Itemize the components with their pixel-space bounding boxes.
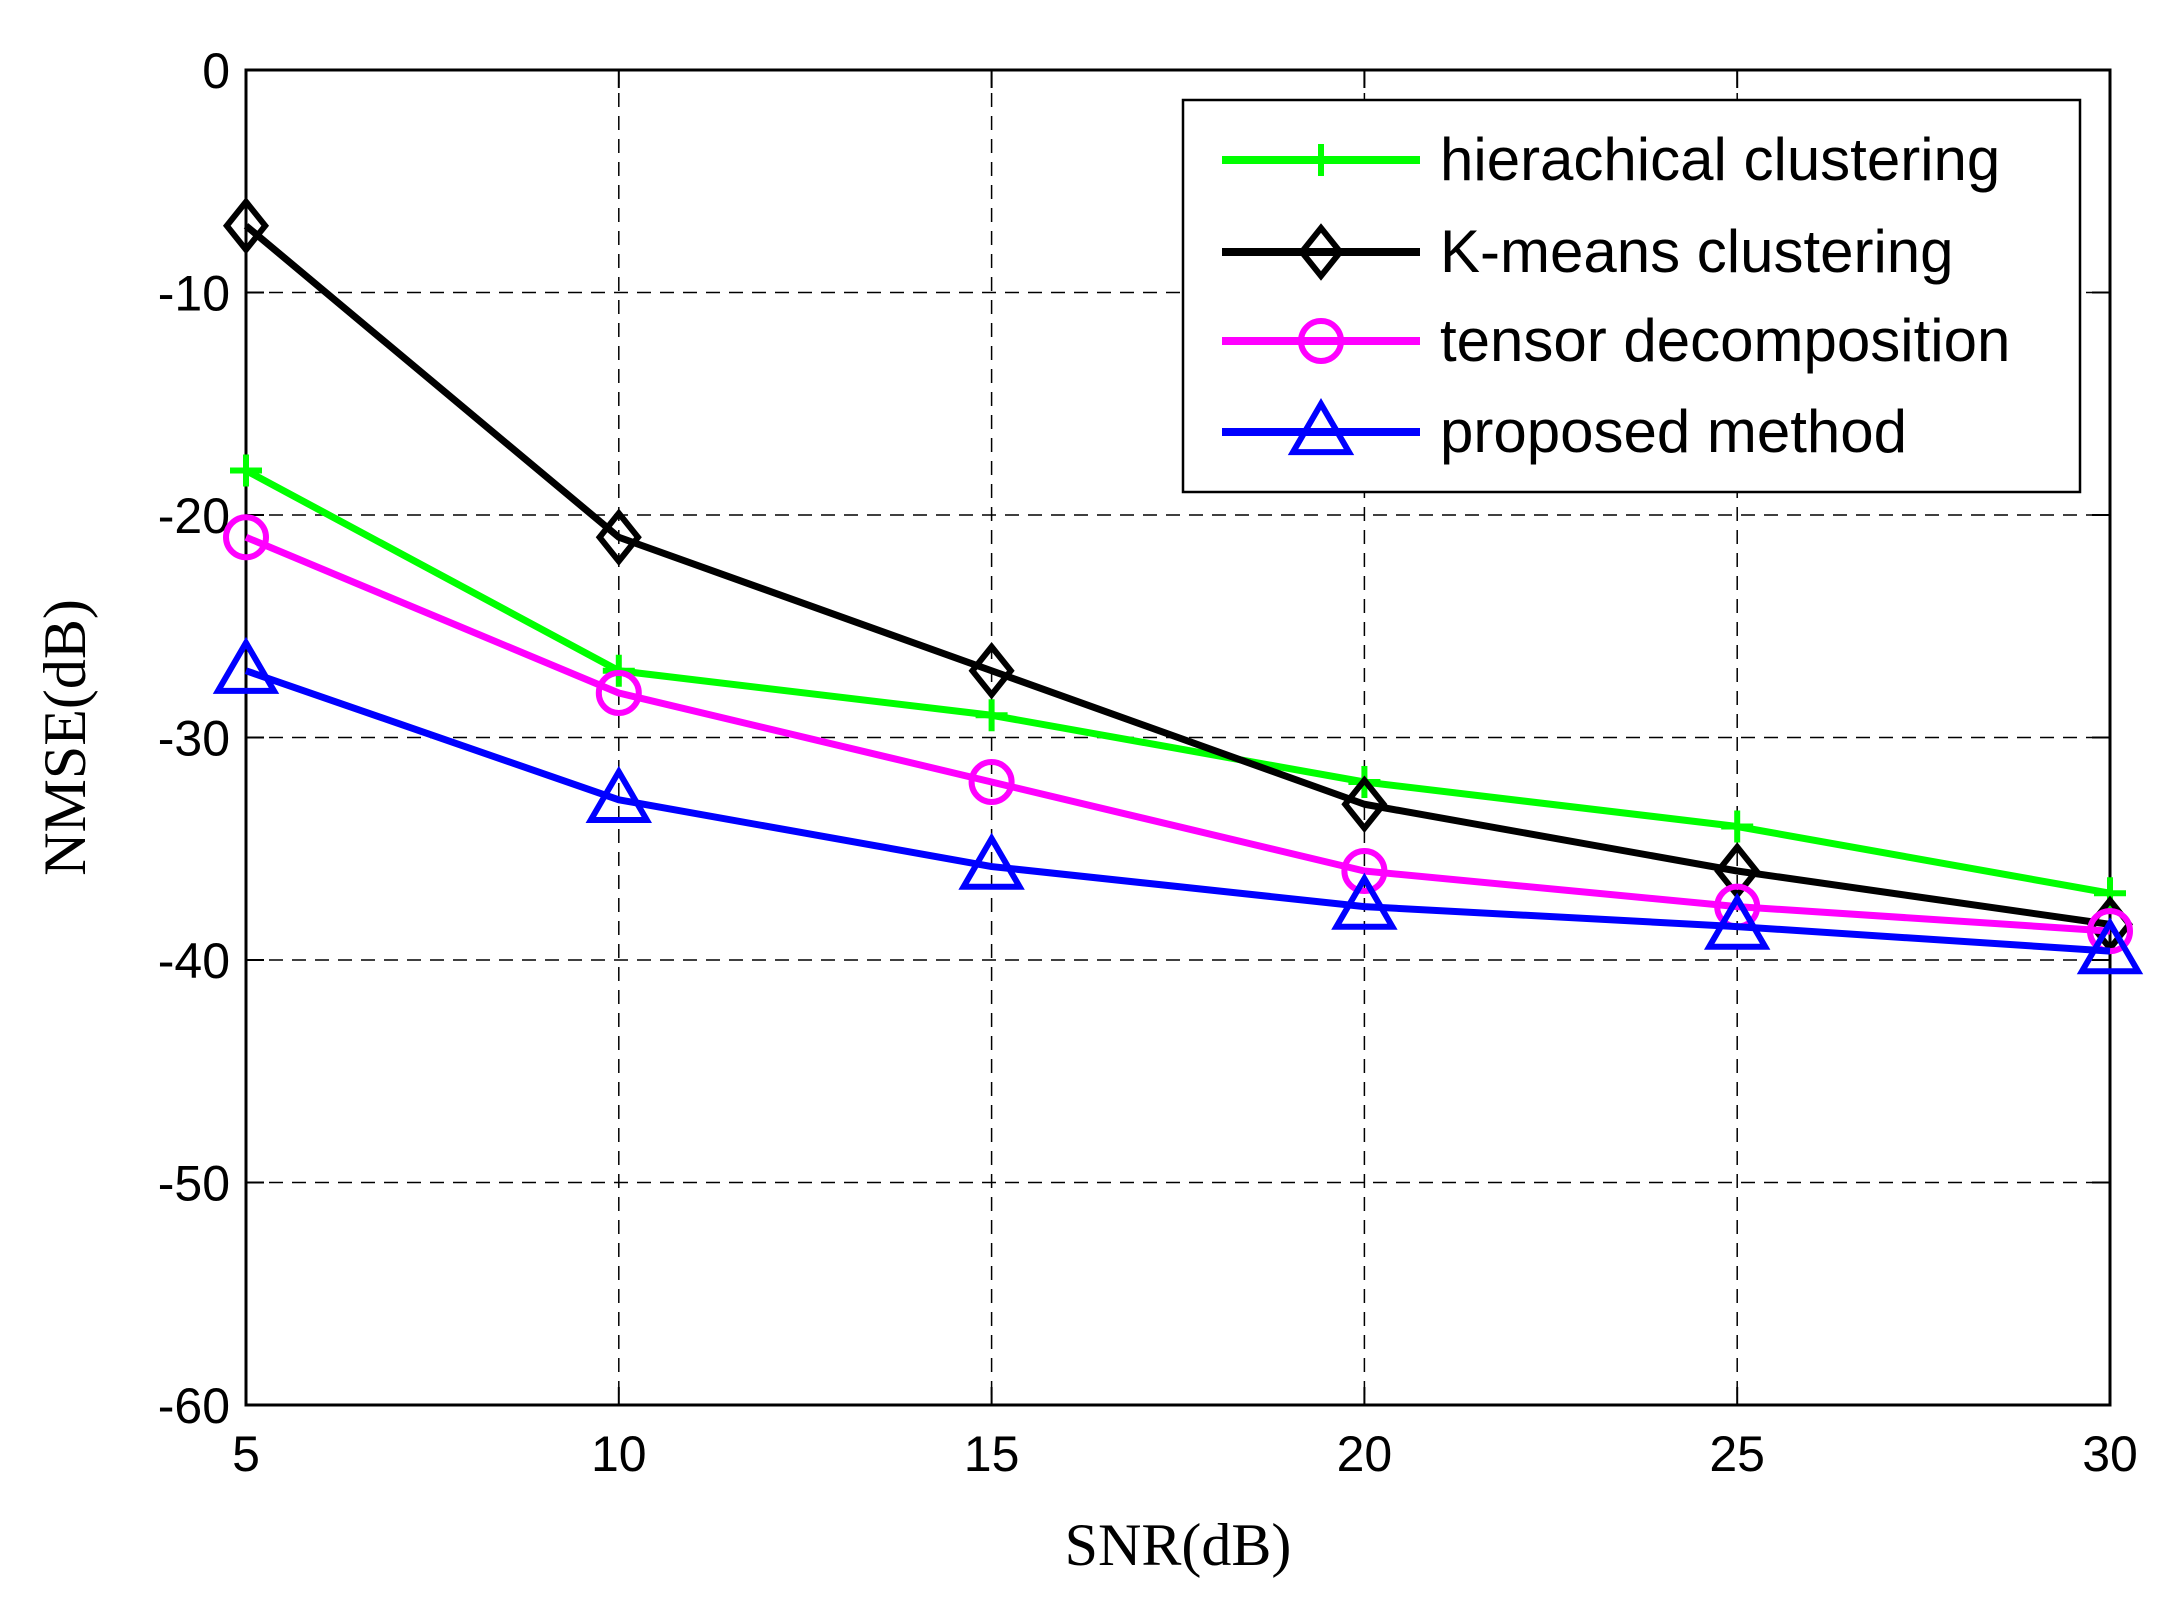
data-point-diamond <box>595 508 642 567</box>
legend-marker-diamond <box>1297 223 1345 281</box>
data-point-triangle <box>958 832 1025 890</box>
y-tick-label: -10 <box>158 266 230 322</box>
data-point-circle <box>1341 848 1388 894</box>
legend-entry: proposed method <box>1222 398 1907 465</box>
legend-label: K-means clustering <box>1440 218 1954 285</box>
y-tick-label: -30 <box>158 711 230 767</box>
x-tick-label: 25 <box>1709 1426 1765 1482</box>
data-point-diamond <box>968 641 1015 700</box>
data-point-circle <box>595 670 642 716</box>
data-point-plus <box>230 454 262 487</box>
legend: hierachical clustering K-means clustering… <box>1181 98 2082 494</box>
x-tick-label: 20 <box>1337 1426 1393 1482</box>
data-point-triangle <box>1703 892 1771 950</box>
data-point-triangle <box>212 636 280 694</box>
x-tick-label: 10 <box>591 1426 647 1482</box>
series-line <box>243 223 2111 928</box>
grid <box>246 70 2110 1405</box>
y-tick-label: -50 <box>158 1156 230 1212</box>
y-tick-label: 0 <box>202 43 230 99</box>
data-point-diamond <box>222 196 270 255</box>
legend-entry: hierachical clustering <box>1222 126 2000 193</box>
x-tick-label: 30 <box>2082 1426 2138 1482</box>
legend-label: hierachical clustering <box>1440 126 2000 193</box>
data-point-circle <box>968 759 1015 805</box>
series-line <box>244 667 2111 955</box>
legend-entry: tensor decomposition <box>1222 307 2010 374</box>
legend-marker-triangle <box>1287 398 1355 456</box>
y-tick-label: -60 <box>158 1378 230 1434</box>
y-tick-label: -40 <box>158 933 230 989</box>
y-axis-title: NMSE(dB) <box>32 599 98 876</box>
x-tick-label: 5 <box>232 1426 260 1482</box>
legend-label: proposed method <box>1440 398 1907 465</box>
legend-marker-circle <box>1298 318 1344 364</box>
series-line <box>244 467 2111 897</box>
data-point-triangle <box>585 765 653 823</box>
x-axis-title: SNR(dB) <box>1065 1512 1292 1578</box>
legend-entry: K-means clustering <box>1222 218 1954 285</box>
series-3 <box>212 636 2144 975</box>
series-line <box>244 534 2111 935</box>
data-point-plus <box>975 699 1008 732</box>
data-point-plus <box>1721 810 1754 843</box>
data-point-circle <box>223 514 269 561</box>
axis-ticks: 5 10 15 20 25 30 0 -10 -20 -30 -40 -50 -60 <box>158 43 2138 1482</box>
x-tick-label: 15 <box>964 1426 1020 1482</box>
data-series <box>212 196 2144 975</box>
series-0 <box>230 454 2126 910</box>
legend-label: tensor decomposition <box>1440 307 2010 374</box>
data-point-triangle <box>1331 872 1398 930</box>
y-tick-label: -20 <box>158 488 230 544</box>
data-point-diamond <box>1341 775 1388 834</box>
legend-marker-plus <box>1305 144 1337 176</box>
data-point-triangle <box>2076 917 2144 975</box>
